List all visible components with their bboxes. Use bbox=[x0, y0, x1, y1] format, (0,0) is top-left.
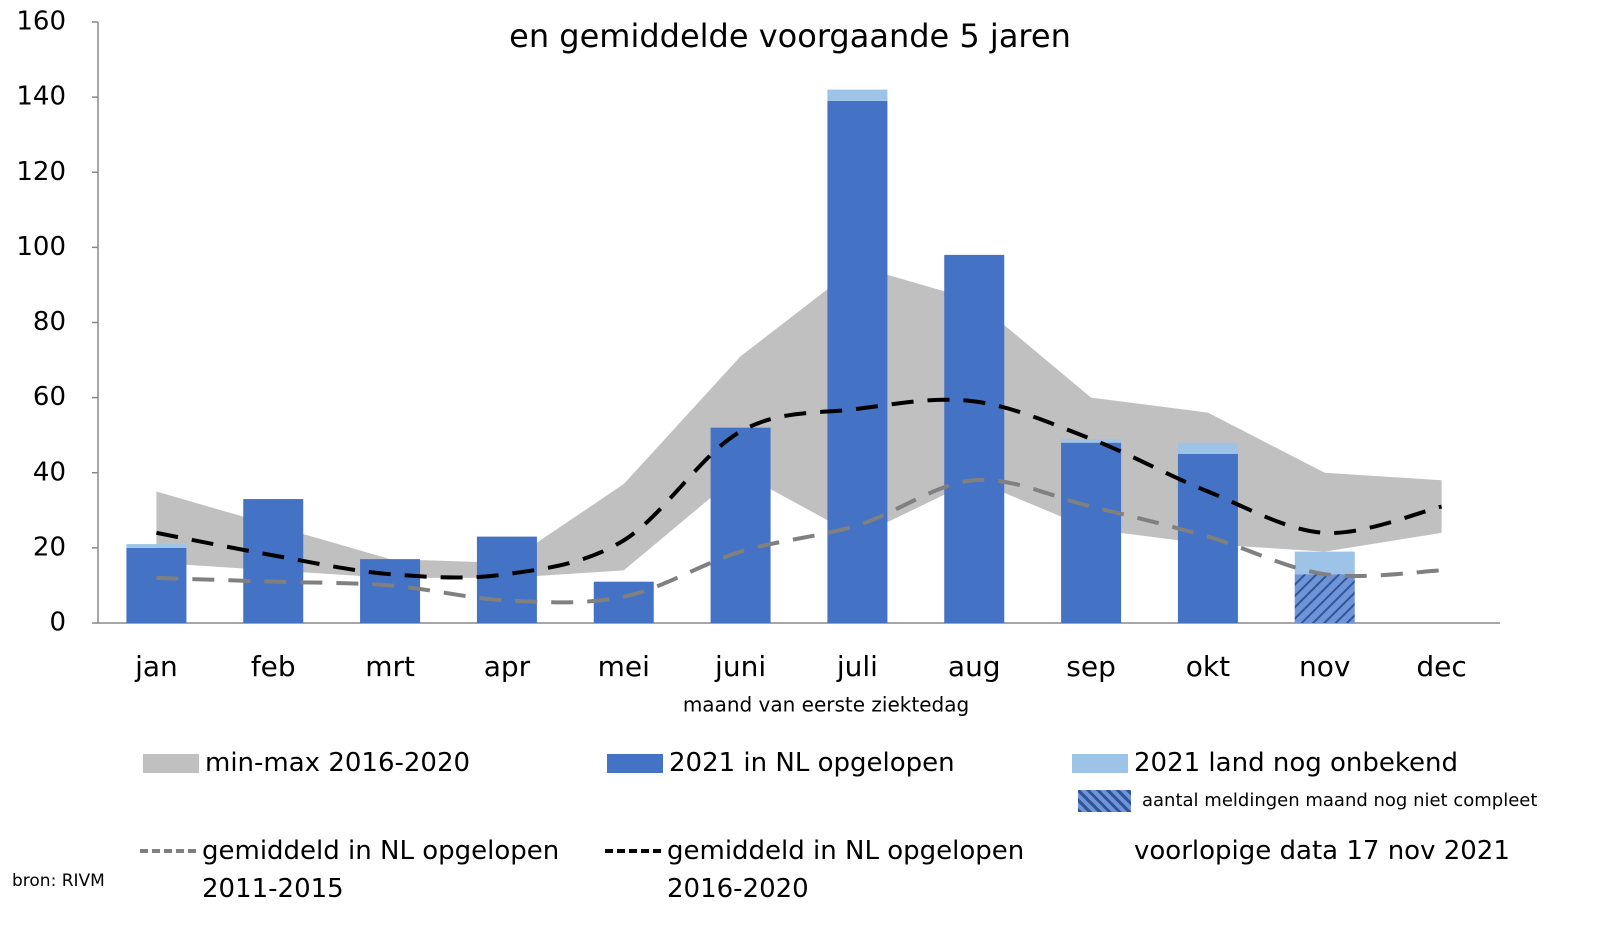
x-tick-label: sep bbox=[1066, 650, 1116, 683]
x-tick-label: okt bbox=[1186, 650, 1230, 683]
y-tick-label: 40 bbox=[33, 457, 66, 487]
y-tick-label: 0 bbox=[49, 608, 66, 638]
bar bbox=[827, 100, 888, 624]
legend-swatch bbox=[1072, 754, 1128, 773]
chart-title: en gemiddelde voorgaande 5 jaren bbox=[509, 17, 1071, 55]
bar bbox=[1061, 442, 1122, 623]
y-tick-label: 140 bbox=[16, 82, 66, 112]
x-tick-label: juli bbox=[836, 650, 878, 683]
legend-swatch bbox=[143, 754, 199, 773]
x-tick-label: apr bbox=[484, 650, 531, 683]
legend-swatch bbox=[605, 849, 661, 853]
legend-label: gemiddeld in NL opgelopen 2011-2015 bbox=[202, 836, 560, 904]
source: bron: RIVM bbox=[12, 871, 105, 891]
bar bbox=[1061, 438, 1122, 443]
x-tick-label: feb bbox=[251, 650, 296, 683]
y-tick-label: 120 bbox=[16, 157, 66, 187]
bar bbox=[1294, 551, 1355, 575]
bar bbox=[1177, 442, 1238, 454]
x-tick-label: juni bbox=[714, 650, 766, 683]
y-tick-label: 20 bbox=[33, 532, 66, 562]
legend-label: 2021 land nog onbekend bbox=[1134, 748, 1458, 778]
legend-swatch bbox=[607, 754, 663, 773]
legend-label: aantal meldingen maand nog niet compleet bbox=[1142, 790, 1538, 811]
min-max-band bbox=[156, 266, 1442, 578]
bar bbox=[593, 581, 654, 623]
legend-swatch bbox=[140, 849, 196, 853]
x-tick-label: dec bbox=[1416, 650, 1466, 683]
x-tick-label: nov bbox=[1299, 650, 1350, 683]
legend-label: 2021 in NL opgelopen bbox=[669, 748, 955, 778]
x-tick-label: mei bbox=[598, 650, 650, 683]
y-tick-label: 100 bbox=[16, 232, 66, 262]
legend-swatch bbox=[1078, 790, 1131, 812]
bar bbox=[476, 536, 537, 623]
y-tick-label: 60 bbox=[33, 382, 66, 412]
y-tick-label: 80 bbox=[33, 307, 66, 337]
bar bbox=[126, 544, 187, 548]
bar bbox=[243, 499, 304, 623]
legend-label: gemiddeld in NL opgelopen 2016-2020 bbox=[667, 836, 1025, 904]
bar bbox=[126, 547, 187, 623]
line bbox=[156, 477, 1442, 605]
x-tick-label: mrt bbox=[365, 650, 415, 683]
x-tick-label: aug bbox=[948, 650, 1001, 683]
legend-label: min-max 2016-2020 bbox=[205, 748, 471, 778]
x-axis-label: maand van eerste ziektedag bbox=[683, 693, 969, 717]
y-tick-label: 160 bbox=[16, 7, 66, 37]
line bbox=[156, 397, 1443, 580]
bar bbox=[827, 89, 888, 101]
bar bbox=[944, 254, 1005, 623]
note: voorlopige data 17 nov 2021 bbox=[1134, 836, 1510, 866]
bar bbox=[360, 559, 421, 623]
bar bbox=[1294, 574, 1355, 623]
x-tick-label: jan bbox=[134, 650, 178, 683]
bar bbox=[710, 427, 771, 623]
